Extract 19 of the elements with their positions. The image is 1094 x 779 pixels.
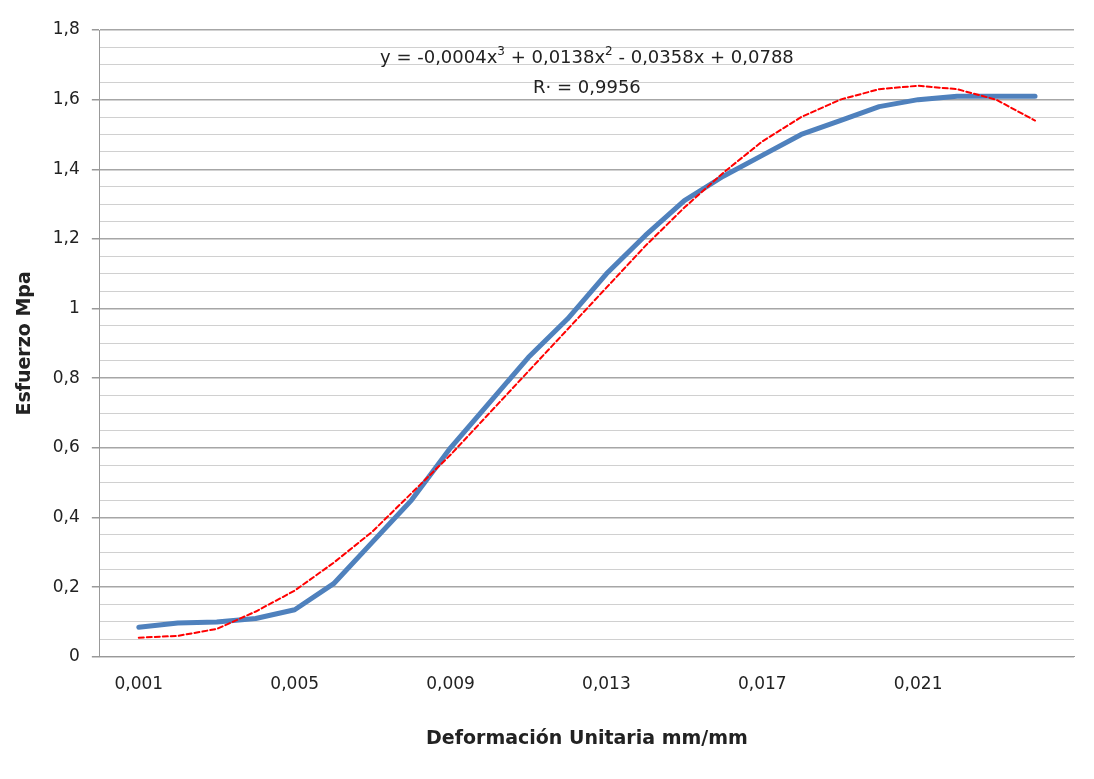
y-tick-label: 0 <box>69 645 80 666</box>
annotation: R· = 0,9956 <box>533 76 641 97</box>
y-tick-label: 1,8 <box>52 18 80 39</box>
y-tick-label: 1,2 <box>52 227 80 248</box>
y-tick-label: 0,2 <box>52 575 80 596</box>
y-tick-label: 1,6 <box>52 88 80 109</box>
x-tick-label: 0,017 <box>737 673 787 694</box>
y-tick-label: 1 <box>69 297 80 317</box>
x-tick-label: 0,001 <box>114 673 164 694</box>
x-tick-label: 0,021 <box>893 673 943 694</box>
y-tick-label: 1,4 <box>52 157 80 178</box>
x-tick-label: 0,009 <box>426 673 475 694</box>
y-tick-label: 0,6 <box>52 436 80 457</box>
x-tick-label: 0,005 <box>270 673 319 694</box>
x-tick-label: 0,013 <box>582 673 631 694</box>
y-axis-title: Esfuerzo Mpa <box>12 271 35 416</box>
y-tick-label: 0,4 <box>52 505 80 526</box>
x-axis-title: Deformación Unitaria mm/mm <box>426 725 748 748</box>
y-tick-label: 0,8 <box>52 366 80 387</box>
